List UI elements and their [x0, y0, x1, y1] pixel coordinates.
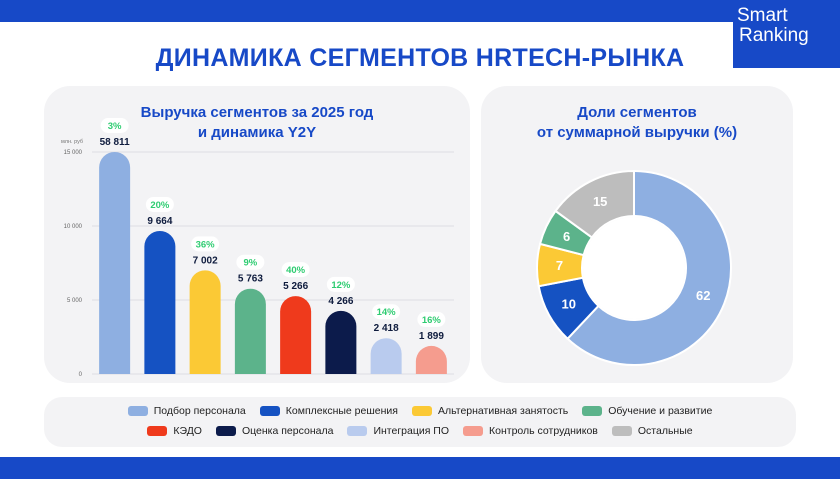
pie-chart-title: Доли сегментов от суммарной выручки (%)	[481, 103, 793, 143]
growth-badge	[326, 276, 355, 292]
legend-item: Подбор персонала	[127, 405, 246, 417]
bar	[144, 230, 176, 374]
legend-item: Контроль сотрудников	[463, 425, 598, 437]
bar	[370, 338, 402, 374]
growth-badge	[417, 311, 446, 327]
growth-label: 36%	[196, 239, 216, 250]
bar-chart-panel: Выручка сегментов за 2025 год и динамика…	[44, 86, 470, 383]
donut-slice	[554, 169, 635, 239]
logo-line2: Ranking	[739, 25, 809, 46]
legend-label: Подбор персонала	[153, 405, 246, 417]
legend-swatch	[147, 426, 168, 436]
legend-label: Обучение и развитие	[608, 405, 713, 417]
donut-slice-label: 6	[563, 229, 570, 244]
y-tick-label: 10 000	[64, 224, 83, 230]
donut-slice-label: 15	[593, 194, 607, 209]
growth-badge	[145, 196, 174, 212]
y-tick-label: 0	[79, 372, 83, 378]
bar-chart-title-line2: и динамика Y2Y	[197, 124, 317, 141]
legend-label: Интеграция ПО	[373, 425, 450, 437]
pie-chart-title-line1: Доли сегментов	[577, 104, 697, 121]
bar	[99, 152, 131, 374]
donut-chart: 62 10 76 15	[536, 169, 732, 366]
growth-label: 40%	[286, 265, 306, 276]
bar	[325, 310, 357, 374]
donut-hole	[583, 217, 685, 319]
y-tick-label: 5 000	[67, 298, 83, 304]
legend-item: Обучение и развитие	[582, 405, 712, 417]
bar-value-label: 2 418	[374, 323, 399, 334]
bar-value-label: 5 266	[283, 281, 308, 292]
donut-slice-label: 62	[696, 288, 710, 303]
bar	[234, 288, 266, 374]
bar-value-label: 7 002	[193, 255, 218, 266]
top-banner	[0, 0, 840, 22]
legend-label: Остальные	[637, 425, 693, 437]
growth-badge	[372, 304, 401, 320]
logo: Smart Ranking	[733, 0, 840, 68]
bar-value-label: 4 266	[328, 296, 353, 307]
bar-chart: млн. руб 0 5 000 10 000 15 000 58 811 3% 9 664 2…	[61, 118, 454, 378]
legend-swatch	[582, 406, 603, 416]
growth-label: 14%	[377, 307, 397, 318]
growth-label: 20%	[150, 200, 170, 211]
growth-label: 3%	[108, 121, 122, 132]
bar	[280, 296, 312, 374]
logo-line1: Smart	[737, 5, 788, 26]
legend-item: Остальные	[611, 425, 693, 437]
bar-chart-title-line1: Выручка сегментов за 2025 год	[140, 104, 374, 121]
y-unit-label: млн. руб	[61, 139, 83, 145]
legend-swatch	[463, 426, 484, 436]
legend-label: Комплексные решения	[285, 405, 398, 417]
bar-value-label: 9 664	[147, 216, 172, 227]
legend-label: КЭДО	[173, 425, 202, 437]
legend-swatch	[411, 406, 432, 416]
bar-value-label: 1 899	[419, 331, 444, 342]
legend-row-1: Подбор персонала Комплексные решения Альте…	[44, 405, 796, 417]
y-tick-label: 15 000	[64, 150, 83, 156]
pie-chart-panel: Доли сегментов от суммарной выручки (%) …	[481, 86, 793, 383]
bar	[415, 345, 447, 374]
donut-slice-label: 7	[556, 258, 563, 273]
bottom-banner	[0, 457, 840, 479]
growth-badge	[100, 118, 129, 133]
legend-item: Интеграция ПО	[347, 425, 449, 437]
bar-value-label: 58 811	[100, 137, 130, 148]
legend-item: Комплексные решения	[259, 405, 398, 417]
growth-badge	[281, 262, 310, 278]
growth-badge	[191, 236, 220, 252]
bar-value-label: 5 763	[238, 274, 263, 285]
growth-label: 16%	[422, 315, 442, 326]
donut-slice-label: 10	[561, 296, 575, 311]
legend-swatch	[347, 426, 368, 436]
legend-item: Альтернативная занятость	[411, 405, 569, 417]
donut-slice	[566, 169, 732, 366]
legend-swatch	[259, 406, 280, 416]
growth-label: 12%	[331, 280, 351, 291]
page-title: ДИНАМИКА СЕГМЕНТОВ HRTECH-РЫНКА	[155, 44, 685, 72]
legend-item: Оценка персонала	[215, 425, 334, 437]
legend-swatch	[127, 406, 148, 416]
legend-label: Оценка персонала	[241, 425, 334, 437]
legend-label: Контроль сотрудников	[489, 425, 598, 437]
legend-row-2: КЭДО Оценка персонала Интеграция ПО Контрол…	[44, 425, 796, 437]
legend-swatch	[611, 426, 632, 436]
bar-chart-title: Выручка сегментов за 2025 год и динамика…	[44, 103, 470, 143]
legend-label: Альтернативная занятость	[437, 405, 569, 417]
legend-panel: Подбор персонала Комплексные решения Альте…	[44, 397, 796, 447]
legend-item: КЭДО	[147, 425, 202, 437]
growth-badge	[236, 254, 265, 270]
growth-label: 9%	[244, 258, 258, 269]
bar	[189, 270, 221, 374]
legend-swatch	[215, 426, 236, 436]
pie-chart-title-line2: от суммарной выручки (%)	[536, 124, 738, 141]
